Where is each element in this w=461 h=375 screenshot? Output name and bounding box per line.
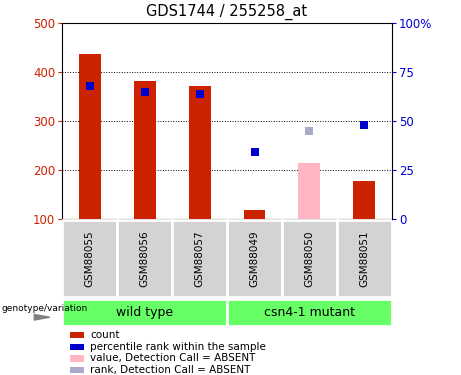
Bar (70, 367, 84, 373)
Text: GSM88050: GSM88050 (304, 231, 314, 287)
FancyBboxPatch shape (117, 220, 172, 297)
Bar (189, 86, 211, 219)
Text: GSM88051: GSM88051 (360, 230, 369, 287)
FancyBboxPatch shape (62, 220, 117, 297)
Point (141, 89, 148, 95)
Text: csn4-1 mutant: csn4-1 mutant (264, 306, 355, 319)
Text: count: count (90, 330, 120, 340)
FancyBboxPatch shape (282, 220, 337, 297)
Point (86, 82, 94, 88)
Text: genotype/variation: genotype/variation (1, 304, 88, 313)
Text: GSM88057: GSM88057 (195, 230, 205, 287)
Bar (134, 81, 156, 219)
FancyBboxPatch shape (227, 298, 392, 326)
Bar (354, 181, 375, 219)
Point (361, 122, 368, 128)
Bar (298, 163, 320, 219)
FancyBboxPatch shape (62, 298, 227, 326)
Point (251, 149, 258, 155)
FancyBboxPatch shape (172, 220, 227, 297)
Polygon shape (34, 314, 50, 320)
Bar (70, 344, 84, 350)
Bar (70, 355, 84, 362)
Text: GSM88055: GSM88055 (85, 230, 95, 287)
Bar (243, 210, 266, 219)
Text: GSM88056: GSM88056 (140, 230, 150, 287)
Text: wild type: wild type (116, 306, 173, 319)
Title: GDS1744 / 255258_at: GDS1744 / 255258_at (147, 3, 307, 20)
FancyBboxPatch shape (337, 220, 392, 297)
Text: percentile rank within the sample: percentile rank within the sample (90, 342, 266, 352)
Text: GSM88049: GSM88049 (249, 230, 260, 287)
Point (196, 91, 203, 97)
FancyBboxPatch shape (227, 220, 282, 297)
Text: value, Detection Call = ABSENT: value, Detection Call = ABSENT (90, 353, 255, 363)
Text: rank, Detection Call = ABSENT: rank, Detection Call = ABSENT (90, 365, 250, 375)
Point (306, 128, 313, 134)
Bar (70, 332, 84, 338)
Bar (79, 54, 100, 219)
